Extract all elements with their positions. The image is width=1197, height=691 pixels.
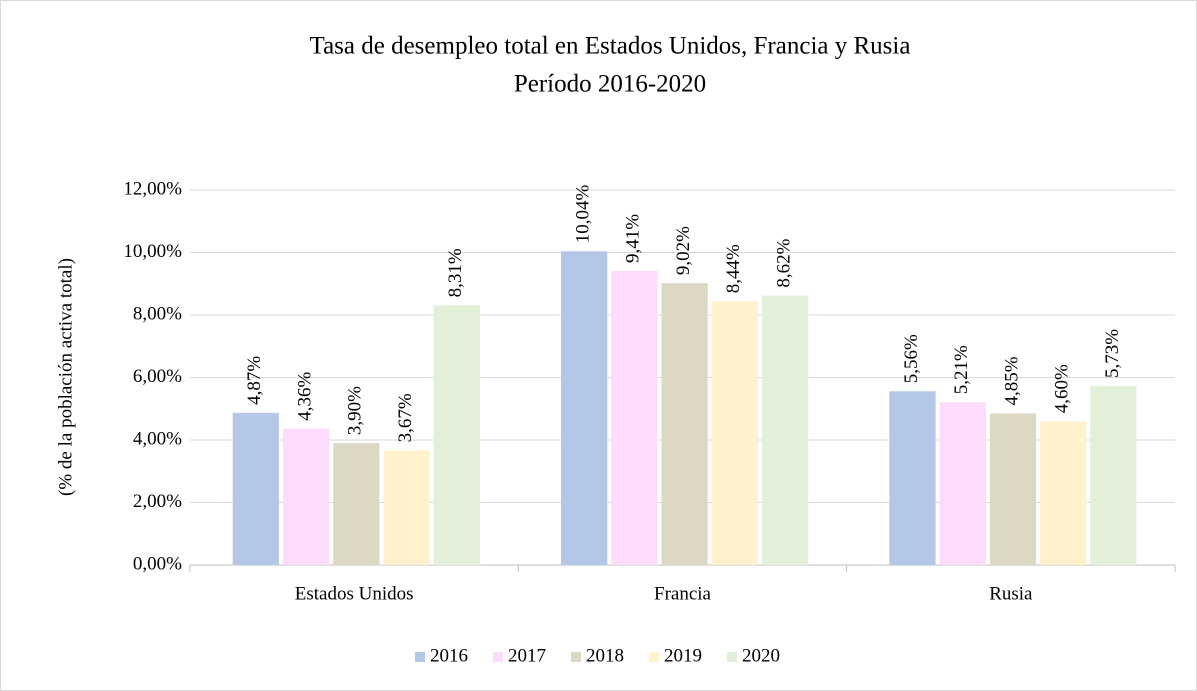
bar xyxy=(561,251,608,565)
bar xyxy=(889,391,936,565)
y-tick-label: 12,00% xyxy=(123,178,182,199)
legend-swatch xyxy=(727,652,737,662)
y-tick-label: 10,00% xyxy=(123,241,182,262)
bar xyxy=(611,270,658,565)
legend-swatch xyxy=(415,652,425,662)
legend-label: 2017 xyxy=(508,645,546,666)
legend-label: 2018 xyxy=(586,645,624,666)
value-label: 4,87% xyxy=(244,356,265,405)
value-label: 5,21% xyxy=(951,345,972,394)
x-tick-label: Francia xyxy=(654,583,712,604)
value-label: 8,31% xyxy=(445,248,466,297)
bar xyxy=(711,301,758,565)
bar xyxy=(761,295,809,565)
bar xyxy=(939,402,986,565)
value-label: 4,85% xyxy=(1001,356,1022,405)
bar xyxy=(661,283,708,565)
value-label: 5,56% xyxy=(901,334,922,383)
value-label: 10,04% xyxy=(572,185,593,244)
value-label: 8,62% xyxy=(773,238,794,287)
legend-swatch xyxy=(493,652,503,662)
legend-swatch xyxy=(571,652,581,662)
value-label: 4,60% xyxy=(1052,364,1073,413)
bar xyxy=(989,413,1037,565)
y-tick-label: 0,00% xyxy=(133,553,182,574)
bar xyxy=(232,412,279,565)
value-label: 9,02% xyxy=(673,226,694,275)
bar xyxy=(333,443,380,565)
value-label: 3,90% xyxy=(345,386,366,435)
legend-label: 2020 xyxy=(742,645,780,666)
legend-label: 2016 xyxy=(430,645,468,666)
bar xyxy=(1090,385,1137,565)
y-tick-label: 4,00% xyxy=(133,428,182,449)
bar xyxy=(433,305,480,565)
x-tick-label: Rusia xyxy=(989,583,1033,604)
chart-subtitle: Período 2016-2020 xyxy=(514,71,706,98)
bar xyxy=(383,450,430,565)
x-tick-label: Estados Unidos xyxy=(295,583,414,604)
value-label: 3,67% xyxy=(395,393,416,442)
value-label: 9,41% xyxy=(623,214,644,263)
y-axis-label: (% de la población activa total) xyxy=(55,258,76,496)
value-label: 8,44% xyxy=(723,244,744,293)
y-tick-label: 8,00% xyxy=(133,303,182,324)
bar xyxy=(1040,421,1087,565)
legend-swatch xyxy=(649,652,659,662)
bar xyxy=(282,428,330,565)
value-label: 4,36% xyxy=(294,372,315,421)
legend-label: 2019 xyxy=(664,645,702,666)
y-tick-label: 2,00% xyxy=(133,491,182,512)
y-tick-label: 6,00% xyxy=(133,366,182,387)
chart-title: Tasa de desempleo total en Estados Unido… xyxy=(310,33,911,60)
value-label: 5,73% xyxy=(1102,329,1123,378)
